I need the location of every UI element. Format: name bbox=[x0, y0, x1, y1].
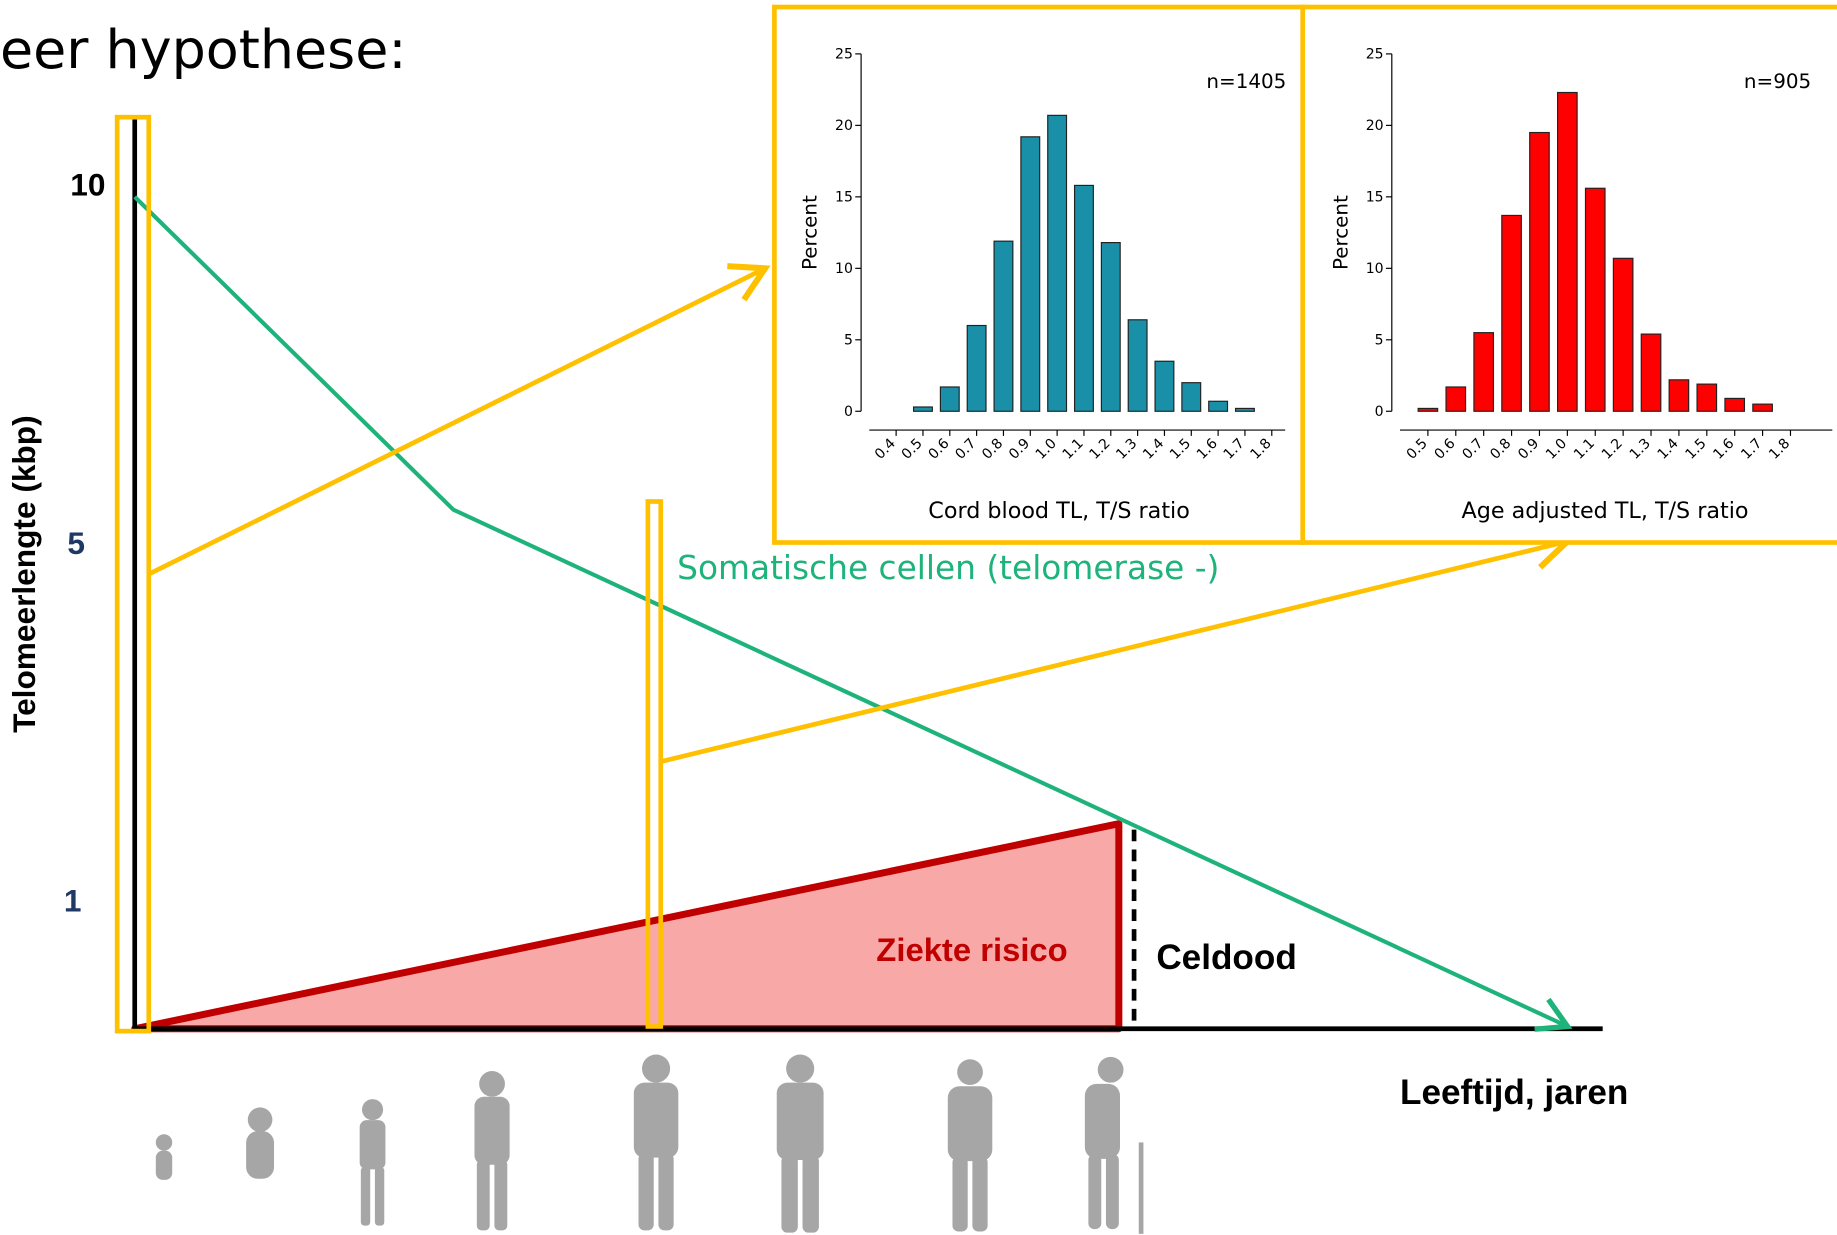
area-label: Ziekte risico bbox=[876, 931, 1067, 968]
y-tick-label: 10 bbox=[835, 261, 853, 277]
y-tick-label: 15 bbox=[835, 190, 853, 206]
y-axis-label: Telomeerlengte (kbp) bbox=[6, 415, 42, 733]
y-tick-label: 25 bbox=[835, 47, 853, 63]
bar bbox=[1529, 131, 1550, 412]
y-tick-label: 20 bbox=[1366, 118, 1384, 134]
bar bbox=[1612, 257, 1634, 412]
bar bbox=[1234, 407, 1255, 412]
telomere-line bbox=[133, 195, 1573, 1032]
highlight-box bbox=[645, 499, 664, 1029]
death-label: Celdood bbox=[1156, 938, 1296, 977]
arrow bbox=[660, 527, 1574, 764]
y-tick-label: 20 bbox=[835, 118, 853, 134]
y-tick-label: 5 bbox=[1375, 332, 1384, 348]
y-tick-label: 5 bbox=[844, 332, 853, 348]
slide-title: eer hypothese: bbox=[0, 18, 407, 81]
y-tick-label: 0 bbox=[1375, 404, 1384, 420]
y-tick-label: 5 bbox=[67, 525, 85, 561]
bar bbox=[939, 386, 960, 412]
y-tick-label: 10 bbox=[70, 167, 105, 203]
y-tick-label: 25 bbox=[1366, 47, 1384, 63]
bar bbox=[966, 324, 987, 412]
bar bbox=[1181, 382, 1202, 412]
risk-area bbox=[131, 820, 1123, 1033]
bar bbox=[1020, 136, 1041, 412]
x-axis-label: Age adjusted TL, T/S ratio bbox=[1462, 498, 1749, 524]
annotation: n=905 bbox=[1744, 70, 1811, 93]
bar bbox=[1584, 187, 1606, 412]
bar bbox=[1473, 332, 1495, 412]
bar bbox=[1154, 360, 1175, 412]
y-tick-label: 1 bbox=[64, 883, 82, 919]
bar bbox=[1445, 386, 1467, 412]
bar bbox=[1127, 319, 1148, 412]
line-label: Somatische cellen (telomerase -) bbox=[677, 549, 1219, 587]
people bbox=[155, 1054, 1144, 1234]
bar bbox=[1557, 91, 1578, 412]
bar bbox=[1696, 383, 1718, 412]
bar bbox=[1724, 397, 1746, 412]
bar bbox=[1501, 214, 1522, 412]
y-tick-label: 0 bbox=[844, 404, 853, 420]
y-axis-label: Percent bbox=[799, 195, 822, 270]
bar bbox=[1047, 114, 1068, 412]
annotation: n=1405 bbox=[1206, 70, 1286, 93]
bar bbox=[1208, 400, 1229, 412]
bar bbox=[1640, 333, 1662, 412]
bar bbox=[993, 240, 1014, 412]
bar bbox=[912, 406, 933, 412]
bar bbox=[1417, 407, 1439, 412]
bar bbox=[1752, 403, 1773, 412]
y-tick-label: 15 bbox=[1366, 190, 1384, 206]
bar bbox=[1073, 184, 1094, 412]
bar bbox=[1100, 242, 1121, 412]
bar bbox=[1668, 379, 1690, 412]
y-axis-label: Percent bbox=[1329, 195, 1352, 270]
x-axis-label: Cord blood TL, T/S ratio bbox=[928, 498, 1190, 524]
y-tick-label: 10 bbox=[1366, 261, 1384, 277]
arrow bbox=[147, 263, 771, 577]
x-axis-label: Leeftijd, jaren bbox=[1400, 1073, 1628, 1112]
